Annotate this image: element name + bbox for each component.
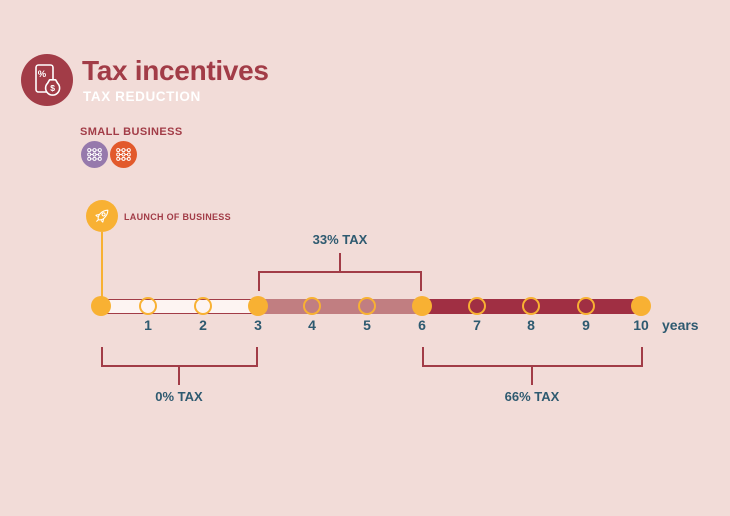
year-label-2: 2 xyxy=(199,317,207,333)
page-subtitle: TAX REDUCTION xyxy=(83,89,201,104)
abacus-glyph xyxy=(87,148,102,161)
marker-year-8 xyxy=(522,297,540,315)
year-label-8: 8 xyxy=(527,317,535,333)
segment-0-3 xyxy=(100,299,258,314)
marker-year-0 xyxy=(91,296,111,316)
tax-document-icon: % $ xyxy=(21,54,73,106)
bracket-0 xyxy=(101,347,258,367)
abacus-icon-purple xyxy=(81,141,108,168)
marker-year-10 xyxy=(631,296,651,316)
rocket-icon xyxy=(86,200,118,232)
launch-label: LAUNCH OF BUSINESS xyxy=(124,212,231,222)
year-label-7: 7 xyxy=(473,317,481,333)
tax-33-label: 33% TAX xyxy=(312,232,368,247)
page-title: Tax incentives xyxy=(82,55,269,86)
year-label-3: 3 xyxy=(254,317,262,333)
marker-year-2 xyxy=(194,297,212,315)
bracket-66-stem xyxy=(531,367,533,385)
marker-year-5 xyxy=(358,297,376,315)
bracket-33 xyxy=(258,271,422,291)
marker-year-7 xyxy=(468,297,486,315)
segment-3-6 xyxy=(258,299,422,314)
marker-year-6 xyxy=(412,296,432,316)
rocket-glyph xyxy=(95,209,109,223)
bracket-top-stem xyxy=(339,253,341,271)
tax-0-label: 0% TAX xyxy=(155,389,203,404)
bracket-0-stem xyxy=(178,367,180,385)
tax-66-label: 66% TAX xyxy=(504,389,560,404)
launch-connector-line xyxy=(101,232,103,300)
marker-year-9 xyxy=(577,297,595,315)
marker-year-1 xyxy=(139,297,157,315)
years-unit-label: years xyxy=(662,317,699,333)
year-label-1: 1 xyxy=(144,317,152,333)
bracket-66 xyxy=(422,347,643,367)
tax-document-icon-art: % $ xyxy=(35,64,61,96)
abacus-icon-orange xyxy=(110,141,137,168)
abacus-glyph xyxy=(116,148,131,161)
svg-text:$: $ xyxy=(50,83,55,93)
year-label-9: 9 xyxy=(582,317,590,333)
marker-year-3 xyxy=(248,296,268,316)
year-label-10: 10 xyxy=(633,317,649,333)
year-label-6: 6 xyxy=(418,317,426,333)
year-label-4: 4 xyxy=(308,317,316,333)
svg-text:%: % xyxy=(38,69,47,80)
audience-label: SMALL BUSINESS xyxy=(80,126,183,138)
marker-year-4 xyxy=(303,297,321,315)
year-label-5: 5 xyxy=(363,317,371,333)
